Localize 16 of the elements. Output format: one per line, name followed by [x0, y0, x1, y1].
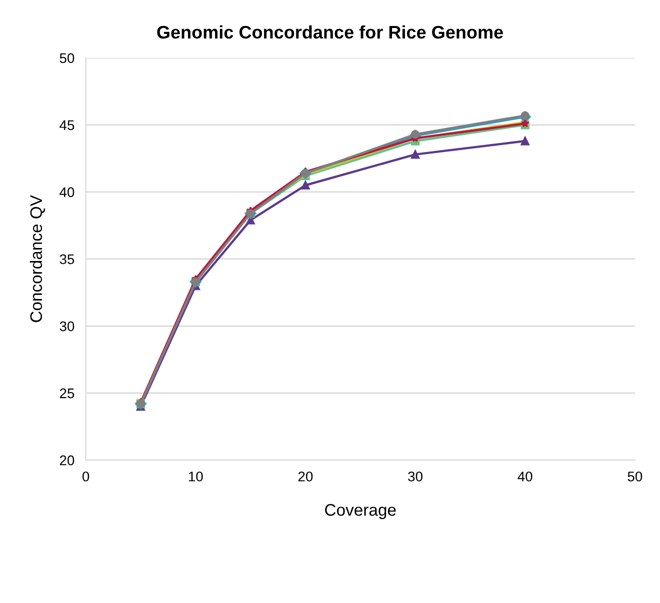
x-tick-label: 30: [408, 472, 422, 482]
x-axis-title: Coverage: [325, 504, 396, 520]
y-tick-label: 40: [60, 187, 74, 198]
x-tick-label: 40: [518, 472, 532, 482]
y-tick-label: 20: [60, 455, 74, 466]
x-tick-label: 50: [628, 472, 642, 482]
chart-title: Genomic Concordance for Rice Genome: [157, 25, 503, 39]
y-tick-label: 25: [60, 388, 74, 398]
y-axis-title: Concordance QV: [30, 195, 46, 322]
y-tick-label: 45: [60, 120, 74, 130]
y-tick-label: 30: [60, 321, 74, 332]
y-tick-label: 50: [60, 53, 74, 64]
x-tick-label: 0: [82, 472, 90, 482]
x-tick-label: 10: [188, 472, 203, 482]
y-tick-label: 35: [60, 254, 74, 264]
x-tick-label: 20: [298, 472, 313, 482]
